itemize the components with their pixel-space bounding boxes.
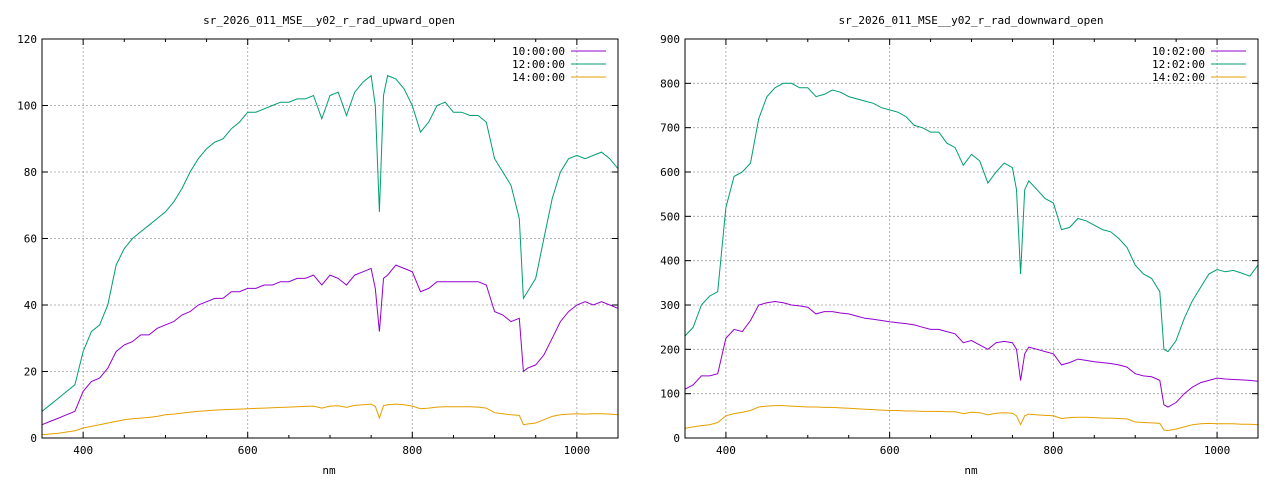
x-tick-label: 600: [238, 444, 258, 457]
y-tick-label: 200: [660, 343, 680, 356]
x-axis-label: nm: [322, 464, 336, 477]
y-tick-label: 500: [660, 210, 680, 223]
y-tick-label: 20: [24, 366, 37, 379]
y-tick-label: 700: [660, 122, 680, 135]
plot-frame: [684, 38, 1259, 439]
y-tick-label: 100: [660, 388, 680, 401]
y-tick-label: 900: [660, 33, 680, 46]
legend-label: 14:00:00: [512, 71, 565, 84]
series-line-2: [41, 403, 619, 436]
legend-label: 14:02:00: [1152, 71, 1205, 84]
y-tick-label: 0: [673, 432, 680, 445]
x-tick-label: 800: [1043, 444, 1063, 457]
x-tick-label: 400: [73, 444, 93, 457]
chart-title: sr_2026_011_MSE__y02_r_rad_upward_open: [203, 14, 455, 27]
y-tick-label: 300: [660, 299, 680, 312]
x-tick-label: 800: [402, 444, 422, 457]
y-tick-label: 40: [24, 299, 37, 312]
plot-area: 0 20 40 60 80 100 120 400 600 800 1000 10:00:0012:0…: [17, 33, 619, 457]
y-tick-label: 80: [24, 166, 37, 179]
plot-area: 0 100 200 300 400 500 600 700 800 900 400 600 800 100…: [660, 33, 1259, 457]
y-tick-label: 0: [30, 432, 37, 445]
x-tick-label: 1000: [1204, 444, 1231, 457]
legend-label: 12:02:00: [1152, 58, 1205, 71]
series-line-0: [684, 300, 1259, 408]
chart-title: sr_2026_011_MSE__y02_r_rad_downward_open: [839, 14, 1104, 27]
plot-frame: [41, 38, 619, 439]
y-tick-label: 600: [660, 166, 680, 179]
series-line-1: [41, 74, 619, 412]
y-tick-label: 60: [24, 233, 37, 246]
legend-label: 10:00:00: [512, 45, 565, 58]
legend-label: 10:02:00: [1152, 45, 1205, 58]
series-line-1: [684, 82, 1259, 353]
legend-label: 12:00:00: [512, 58, 565, 71]
x-tick-label: 600: [880, 444, 900, 457]
x-tick-label: 400: [716, 444, 736, 457]
series-line-0: [41, 264, 619, 426]
x-axis-label: nm: [964, 464, 978, 477]
y-tick-label: 800: [660, 77, 680, 90]
y-tick-label: 100: [17, 100, 37, 113]
y-tick-label: 120: [17, 33, 37, 46]
upward-radiance-chart: sr_2026_011_MSE__y02_r_rad_upward_open n…: [17, 14, 619, 477]
series-line-2: [684, 405, 1259, 432]
x-tick-label: 1000: [564, 444, 591, 457]
y-tick-label: 400: [660, 255, 680, 268]
downward-radiance-chart: sr_2026_011_MSE__y02_r_rad_downward_open…: [660, 14, 1259, 477]
